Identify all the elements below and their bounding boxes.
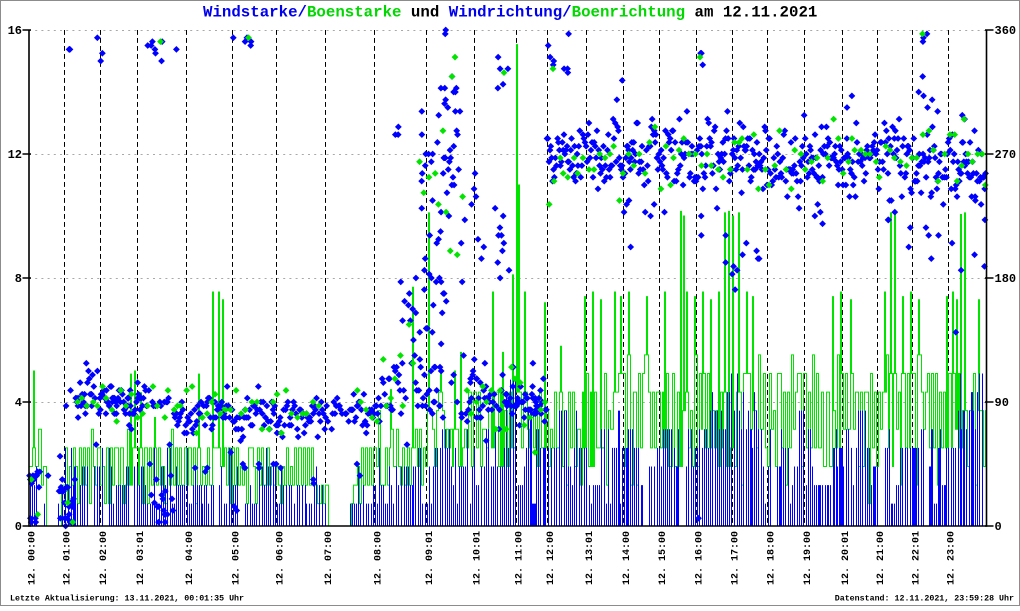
svg-text:12. 08:00: 12. 08:00 — [374, 531, 385, 585]
svg-text:12. 14:00: 12. 14:00 — [622, 531, 633, 585]
svg-text:12. 07:00: 12. 07:00 — [324, 531, 335, 585]
svg-text:12. 00:00: 12. 00:00 — [28, 531, 39, 585]
svg-text:4: 4 — [15, 396, 22, 410]
svg-text:0: 0 — [15, 520, 22, 534]
svg-text:12. 12:00: 12. 12:00 — [546, 531, 557, 585]
svg-text:12. 06:00: 12. 06:00 — [276, 531, 287, 585]
svg-text:12. 21:00: 12. 21:00 — [876, 531, 887, 585]
svg-text:12. 01:00: 12. 01:00 — [63, 531, 74, 585]
svg-text:12. 05:00: 12. 05:00 — [232, 531, 243, 585]
svg-text:12. 03:01: 12. 03:01 — [136, 531, 147, 585]
svg-text:180: 180 — [995, 272, 1017, 286]
svg-text:0: 0 — [995, 520, 1002, 534]
svg-text:Letzte Aktualisierung: 13.11.2: Letzte Aktualisierung: 13.11.2021, 00:01… — [10, 594, 244, 604]
svg-text:360: 360 — [995, 24, 1017, 38]
svg-text:270: 270 — [995, 148, 1017, 162]
svg-text:90: 90 — [995, 396, 1009, 410]
svg-text:Windstarke/Boenstarke und Wind: Windstarke/Boenstarke und Windrichtung/B… — [203, 4, 817, 22]
svg-text:Datenstand: 12.11.2021, 23:59:: Datenstand: 12.11.2021, 23:59:28 Uhr — [835, 594, 1014, 604]
svg-text:16: 16 — [8, 24, 22, 38]
svg-text:12. 13:01: 12. 13:01 — [585, 531, 596, 585]
svg-text:8: 8 — [15, 272, 22, 286]
svg-text:12. 02:00: 12. 02:00 — [99, 531, 110, 585]
svg-text:12. 15:00: 12. 15:00 — [658, 531, 669, 585]
svg-text:12. 20:01: 12. 20:01 — [841, 531, 852, 585]
svg-text:12. 23:00: 12. 23:00 — [947, 531, 958, 585]
svg-text:12: 12 — [8, 148, 22, 162]
svg-text:12. 11:00: 12. 11:00 — [515, 531, 526, 585]
svg-text:12. 17:00: 12. 17:00 — [731, 531, 742, 585]
svg-text:12. 18:00: 12. 18:00 — [766, 531, 777, 585]
svg-text:12. 04:00: 12. 04:00 — [185, 531, 196, 585]
svg-text:12. 16:00: 12. 16:00 — [695, 531, 706, 585]
svg-text:12. 19:00: 12. 19:00 — [803, 531, 814, 585]
svg-text:12. 10:01: 12. 10:01 — [473, 531, 484, 585]
svg-text:12. 09:01: 12. 09:01 — [425, 531, 436, 585]
svg-text:12. 22:01: 12. 22:01 — [912, 531, 923, 585]
